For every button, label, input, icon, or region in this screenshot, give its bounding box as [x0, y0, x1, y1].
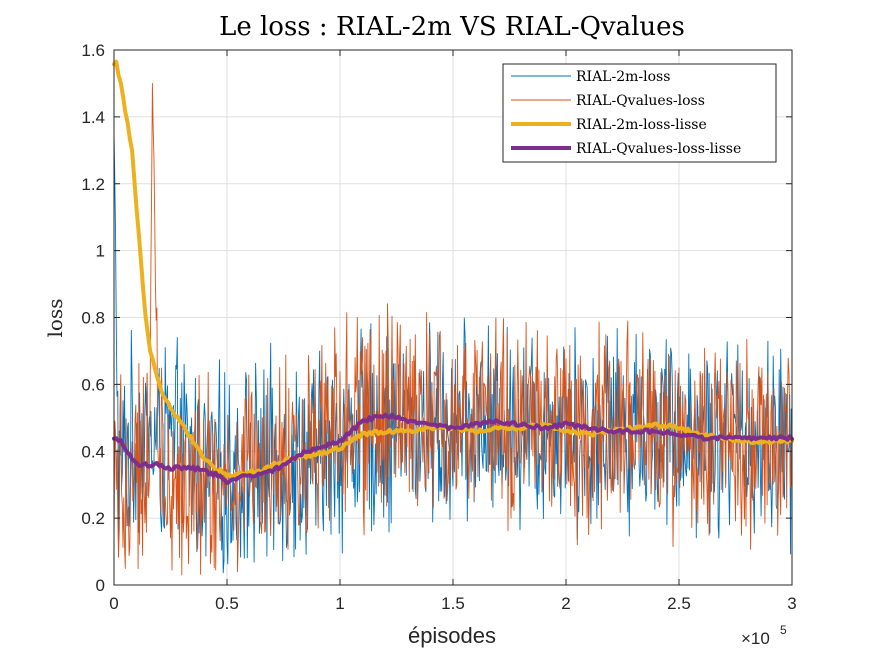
y-axis-label: loss — [43, 299, 67, 338]
chart-title: Le loss : RIAL-2m VS RIAL-Qvalues — [219, 12, 685, 42]
y-tick-label: 1.2 — [81, 175, 105, 194]
series-line-RIAL-Qvalues-loss-lisse — [112, 412, 794, 486]
x-axis-exponent: ×10 5 — [741, 623, 787, 648]
x-tick-label: 0 — [109, 594, 118, 613]
x-exponent-base: ×10 — [741, 629, 770, 648]
y-tick-label: 0.2 — [81, 509, 105, 528]
x-exponent-power: 5 — [780, 623, 787, 637]
x-axis-label: épisodes — [408, 623, 496, 648]
legend-label: RIAL-2m-loss-lisse — [576, 117, 707, 133]
x-tick-label: 2 — [561, 594, 570, 613]
x-tick-label: 1.5 — [441, 594, 465, 613]
legend-label: RIAL-Qvalues-loss — [576, 93, 705, 109]
y-tick-label: 1.6 — [81, 41, 105, 60]
y-tick-label: 0.8 — [81, 309, 105, 328]
x-tick-label: 3 — [787, 594, 796, 613]
x-tick-label: 2.5 — [667, 594, 691, 613]
series-line-RIAL-Qvalues-loss — [113, 82, 793, 576]
y-tick-label: 0 — [96, 576, 105, 595]
ticks: 0 0.5 1 1.5 2 2.5 3 0 0.2 0.4 0.6 0.8 1 1.2 1.4 1.6 — [81, 41, 796, 613]
x-tick-label: 1 — [335, 594, 344, 613]
y-tick-label: 0.6 — [81, 375, 105, 394]
legend: RIAL-2m-loss RIAL-Qvalues-loss RIAL-2m-los… — [502, 63, 777, 163]
legend-label: RIAL-Qvalues-loss-lisse — [576, 141, 741, 157]
legend-box — [502, 63, 777, 163]
legend-label: RIAL-2m-loss — [576, 69, 670, 85]
y-tick-label: 0.4 — [81, 442, 105, 461]
y-tick-label: 1 — [96, 242, 105, 261]
x-tick-label: 0.5 — [215, 594, 239, 613]
plot-lines — [112, 59, 794, 576]
y-tick-label: 1.4 — [81, 108, 105, 127]
